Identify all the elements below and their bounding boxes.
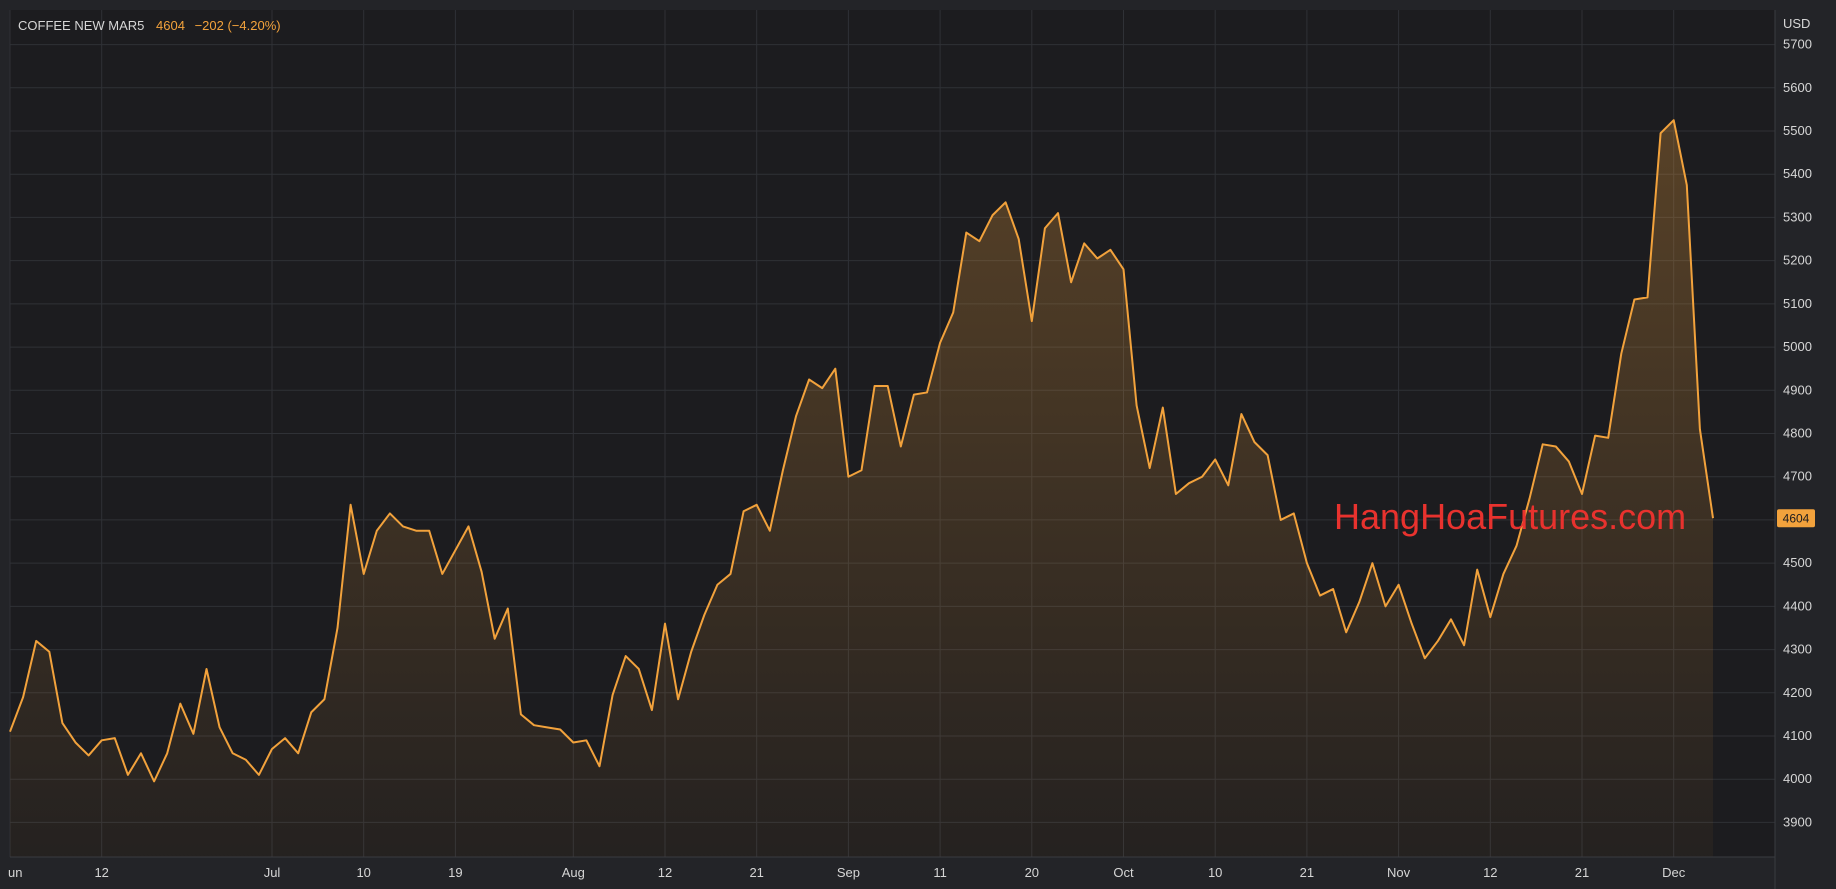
y-tick-label: 4400 bbox=[1783, 598, 1812, 613]
last-price-tag bbox=[1777, 509, 1815, 528]
x-tick-label: 21 bbox=[749, 865, 763, 880]
x-tick-label: 19 bbox=[448, 865, 462, 880]
x-tick-label: 10 bbox=[356, 865, 370, 880]
x-tick-label: 11 bbox=[933, 865, 947, 880]
y-tick-label: 5000 bbox=[1783, 339, 1812, 354]
y-tick-label: 4800 bbox=[1783, 426, 1812, 441]
x-tick-label: 21 bbox=[1575, 865, 1589, 880]
y-tick-label: 5500 bbox=[1783, 123, 1812, 138]
y-tick-label: 3900 bbox=[1783, 814, 1812, 829]
x-tick-label: un bbox=[8, 865, 22, 880]
x-tick-label: 12 bbox=[94, 865, 108, 880]
y-tick-label: 4000 bbox=[1783, 771, 1812, 786]
x-tick-label: 12 bbox=[1483, 865, 1497, 880]
y-tick-label: 5100 bbox=[1783, 296, 1812, 311]
y-tick-label: 4200 bbox=[1783, 685, 1812, 700]
y-tick-label: 4900 bbox=[1783, 382, 1812, 397]
x-tick-label: Nov bbox=[1387, 865, 1411, 880]
chart-legend: COFFEE NEW MAR5 4604 −202 (−4.20%) bbox=[18, 18, 281, 33]
y-tick-label: 4500 bbox=[1783, 555, 1812, 570]
symbol-name: COFFEE NEW MAR5 bbox=[18, 18, 145, 33]
y-tick-label: 5200 bbox=[1783, 253, 1812, 268]
x-tick-label: 10 bbox=[1208, 865, 1222, 880]
last-price: 4604 bbox=[156, 18, 185, 33]
y-tick-label: 5600 bbox=[1783, 80, 1812, 95]
price-change: −202 (−4.20%) bbox=[194, 18, 281, 33]
last-price-tag-label: 4604 bbox=[1783, 512, 1810, 526]
y-tick-label: 4700 bbox=[1783, 469, 1812, 484]
x-tick-label: 12 bbox=[658, 865, 672, 880]
x-tick-label: Oct bbox=[1113, 865, 1134, 880]
y-tick-label: 5300 bbox=[1783, 209, 1812, 224]
price-area bbox=[10, 120, 1713, 857]
watermark-text: HangHoaFutures.com bbox=[1334, 496, 1687, 537]
x-tick-label: Dec bbox=[1662, 865, 1686, 880]
y-tick-label: 4300 bbox=[1783, 642, 1812, 657]
currency-label: USD bbox=[1783, 16, 1810, 31]
y-tick-label: 5700 bbox=[1783, 37, 1812, 52]
x-tick-label: Jul bbox=[264, 865, 281, 880]
x-tick-label: Sep bbox=[837, 865, 860, 880]
x-tick-label: 21 bbox=[1300, 865, 1314, 880]
x-tick-label: Aug bbox=[562, 865, 585, 880]
y-tick-label: 4100 bbox=[1783, 728, 1812, 743]
x-tick-label: 20 bbox=[1025, 865, 1039, 880]
y-tick-label: 5400 bbox=[1783, 166, 1812, 181]
